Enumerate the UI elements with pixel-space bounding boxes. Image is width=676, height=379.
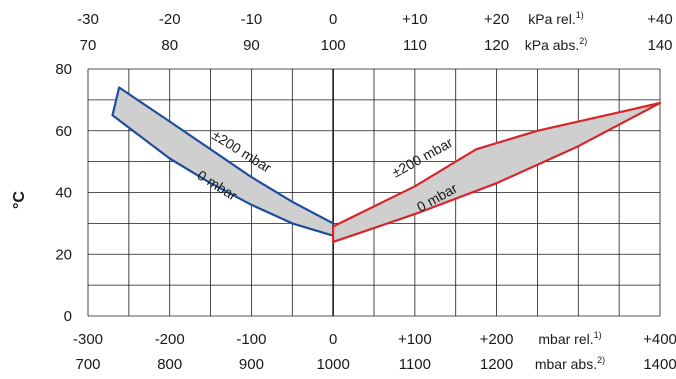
top-tick-label: 80: [161, 37, 178, 54]
bottom-tick-label: 0: [329, 331, 337, 348]
bottom-tick-label: -300: [73, 331, 103, 348]
bottom-tick-label: 1200: [480, 356, 513, 373]
top-tick-label: +20: [484, 11, 509, 28]
bottom-tick-label: 1400: [643, 356, 676, 373]
top-unit-label: kPa abs.2): [525, 36, 588, 53]
y-tick-label: 20: [55, 246, 72, 263]
unit-footnote: 1): [576, 10, 584, 20]
top-tick-label: +10: [402, 11, 427, 28]
temperature-regions: [111, 86, 662, 243]
top-tick-label: 100: [321, 37, 346, 54]
top-tick-label: 120: [484, 37, 509, 54]
unit-footnote: 1): [594, 330, 602, 340]
bottom-tick-label: 1100: [399, 356, 431, 373]
top-tick-label: -10: [241, 11, 263, 28]
top-unit-label: kPa rel.1): [528, 10, 583, 27]
bottom-tick-label: 700: [75, 356, 100, 373]
top-tick-label: 0: [329, 11, 337, 28]
top-tick-label: 110: [403, 37, 427, 54]
y-tick-label: 40: [55, 185, 72, 202]
y-tick-label: 0: [64, 308, 72, 325]
top-tick-label: 140: [647, 37, 672, 54]
y-tick-label: 60: [55, 123, 72, 140]
bottom-tick-label: -100: [236, 331, 266, 348]
bottom-tick-label: 1000: [316, 356, 349, 373]
top-tick-label: 70: [80, 37, 97, 54]
top-tick-label: +40: [647, 11, 672, 28]
bottom-tick-label: 800: [157, 356, 182, 373]
unit-footnote: 2): [579, 36, 587, 46]
top-tick-label: -20: [159, 11, 181, 28]
bottom-tick-label: +400: [643, 331, 676, 348]
y-axis-label: °C: [11, 191, 28, 209]
bottom-unit-label: mbar rel.1): [538, 330, 601, 347]
bottom-unit-label: mbar abs.2): [535, 355, 605, 372]
pressure-region: [332, 101, 662, 243]
y-tick-label: 80: [55, 61, 72, 78]
unit-footnote: 2): [597, 355, 605, 365]
grid: [87, 68, 661, 317]
top-tick-label: 90: [243, 37, 260, 54]
bottom-tick-label: 900: [239, 356, 264, 373]
bottom-tick-label: -200: [155, 331, 185, 348]
top-tick-label: -30: [77, 11, 99, 28]
bottom-tick-label: +100: [398, 331, 432, 348]
bottom-tick-label: +200: [480, 331, 514, 348]
